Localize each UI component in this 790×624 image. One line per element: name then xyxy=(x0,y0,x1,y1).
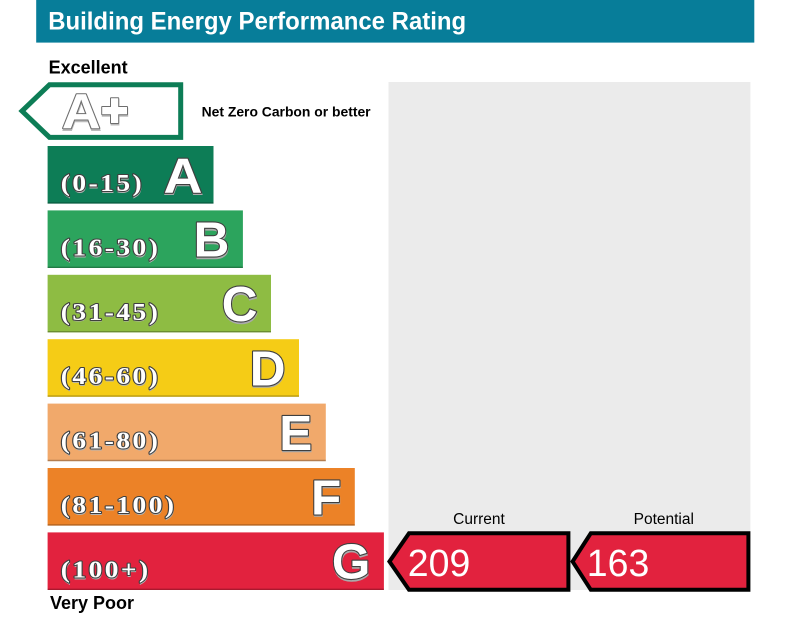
svg-text:(61-80): (61-80) xyxy=(61,427,161,454)
svg-text:(81-100): (81-100) xyxy=(61,491,177,518)
svg-text:B: B xyxy=(194,214,230,269)
svg-text:D: D xyxy=(250,343,286,398)
svg-text:E: E xyxy=(279,406,312,461)
svg-text:Potential: Potential xyxy=(634,511,694,528)
svg-text:(31-45): (31-45) xyxy=(61,300,161,327)
svg-text:Current: Current xyxy=(453,511,505,528)
svg-text:C: C xyxy=(222,277,258,332)
svg-text:(61-80): (61-80) xyxy=(61,428,161,455)
svg-text:F: F xyxy=(311,472,341,527)
svg-text:(46-60): (46-60) xyxy=(61,364,161,391)
svg-text:Very Poor: Very Poor xyxy=(50,593,134,613)
svg-text:(16-30): (16-30) xyxy=(61,235,161,262)
svg-text:G: G xyxy=(332,536,371,591)
svg-text:B: B xyxy=(194,213,230,268)
svg-text:C: C xyxy=(222,279,258,334)
svg-text:(100+): (100+) xyxy=(61,556,151,583)
svg-text:(31-45): (31-45) xyxy=(61,298,161,325)
svg-text:(81-100): (81-100) xyxy=(61,493,177,520)
svg-text:163: 163 xyxy=(587,543,650,585)
svg-text:209: 209 xyxy=(408,543,471,585)
svg-text:G: G xyxy=(332,535,371,590)
svg-text:A: A xyxy=(62,83,101,138)
svg-text:(16-30): (16-30) xyxy=(61,234,161,261)
svg-text:E: E xyxy=(280,408,313,463)
svg-text:A: A xyxy=(164,147,203,202)
svg-text:(0-15): (0-15) xyxy=(61,171,144,198)
svg-text:A: A xyxy=(164,149,203,204)
svg-text:Net Zero Carbon or better: Net Zero Carbon or better xyxy=(202,105,372,120)
svg-text:Excellent: Excellent xyxy=(49,57,128,77)
svg-text:(100+): (100+) xyxy=(61,557,151,584)
svg-text:D: D xyxy=(250,342,286,397)
svg-text:Building Energy Performance Ra: Building Energy Performance Rating xyxy=(48,7,466,35)
svg-text:F: F xyxy=(311,470,341,525)
svg-text:(46-60): (46-60) xyxy=(61,363,161,390)
svg-text:(0-15): (0-15) xyxy=(61,169,144,196)
svg-text:A: A xyxy=(62,85,101,140)
